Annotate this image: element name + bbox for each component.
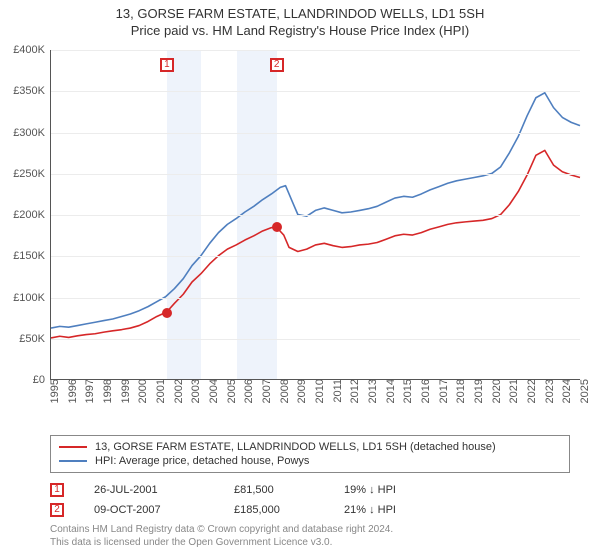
- sales-table: 1 26-JUL-2001 £81,500 19% ↓ HPI 2 09-OCT-2007…: [50, 480, 570, 520]
- x-tick-label: 2005: [224, 379, 238, 403]
- gridline: [51, 133, 580, 134]
- chart-subtitle: Price paid vs. HM Land Registry's House …: [0, 23, 600, 38]
- footer: Contains HM Land Registry data © Crown c…: [50, 524, 570, 549]
- x-tick-label: 2007: [259, 379, 273, 403]
- x-tick-label: 2012: [347, 379, 361, 403]
- y-tick-label: £400K: [13, 44, 51, 56]
- x-tick-label: 2011: [330, 379, 344, 403]
- gridline: [51, 298, 580, 299]
- sale-point: [162, 308, 172, 318]
- chart-title-address: 13, GORSE FARM ESTATE, LLANDRINDOD WELLS…: [0, 6, 600, 21]
- legend: 13, GORSE FARM ESTATE, LLANDRINDOD WELLS…: [50, 435, 570, 473]
- y-tick-label: £300K: [13, 127, 51, 139]
- x-tick-label: 2013: [365, 379, 379, 403]
- chart: £0£50K£100K£150K£200K£250K£300K£350K£400…: [0, 44, 600, 424]
- footer-line2: This data is licensed under the Open Gov…: [50, 537, 570, 550]
- legend-label: 13, GORSE FARM ESTATE, LLANDRINDOD WELLS…: [95, 441, 496, 453]
- plot-area: £0£50K£100K£150K£200K£250K£300K£350K£400…: [50, 50, 580, 380]
- series-line: [51, 150, 580, 338]
- x-tick-label: 1996: [65, 379, 79, 403]
- sale-row: 2 09-OCT-2007 £185,000 21% ↓ HPI: [50, 500, 570, 520]
- legend-swatch: [59, 446, 87, 448]
- sale-marker: 2: [270, 58, 284, 72]
- x-tick-label: 2022: [524, 379, 538, 403]
- sale-price: £81,500: [234, 484, 314, 496]
- x-tick-label: 2016: [418, 379, 432, 403]
- x-tick-label: 2020: [489, 379, 503, 403]
- x-tick-label: 1998: [100, 379, 114, 403]
- x-tick-label: 2025: [577, 379, 591, 403]
- gridline: [51, 91, 580, 92]
- legend-label: HPI: Average price, detached house, Powy…: [95, 455, 309, 467]
- sale-point: [272, 222, 282, 232]
- x-tick-label: 2001: [153, 379, 167, 403]
- x-tick-label: 2008: [277, 379, 291, 403]
- legend-swatch: [59, 460, 87, 462]
- sale-marker: 1: [160, 58, 174, 72]
- x-tick-label: 1999: [118, 379, 132, 403]
- sale-price: £185,000: [234, 504, 314, 516]
- x-tick-label: 2003: [188, 379, 202, 403]
- x-tick-label: 1995: [47, 379, 61, 403]
- sale-badge: 2: [50, 503, 64, 517]
- y-tick-label: £150K: [13, 250, 51, 262]
- legend-item: 13, GORSE FARM ESTATE, LLANDRINDOD WELLS…: [59, 440, 561, 454]
- sale-date: 26-JUL-2001: [94, 484, 204, 496]
- gridline: [51, 215, 580, 216]
- series-line: [51, 93, 580, 328]
- gridline: [51, 50, 580, 51]
- x-tick-label: 2015: [400, 379, 414, 403]
- sale-delta: 19% ↓ HPI: [344, 484, 444, 496]
- sale-row: 1 26-JUL-2001 £81,500 19% ↓ HPI: [50, 480, 570, 500]
- x-tick-label: 2023: [542, 379, 556, 403]
- y-tick-label: £350K: [13, 85, 51, 97]
- x-tick-label: 2000: [135, 379, 149, 403]
- sale-badge: 1: [50, 483, 64, 497]
- legend-item: HPI: Average price, detached house, Powy…: [59, 454, 561, 468]
- y-tick-label: £50K: [19, 333, 51, 345]
- x-tick-label: 1997: [82, 379, 96, 403]
- x-tick-label: 2002: [171, 379, 185, 403]
- sale-delta: 21% ↓ HPI: [344, 504, 444, 516]
- y-tick-label: £250K: [13, 168, 51, 180]
- x-tick-label: 2018: [453, 379, 467, 403]
- x-tick-label: 2010: [312, 379, 326, 403]
- x-tick-label: 2021: [506, 379, 520, 403]
- x-tick-label: 2009: [294, 379, 308, 403]
- y-tick-label: £100K: [13, 292, 51, 304]
- gridline: [51, 339, 580, 340]
- x-tick-label: 2004: [206, 379, 220, 403]
- gridline: [51, 256, 580, 257]
- x-tick-label: 2014: [383, 379, 397, 403]
- x-tick-label: 2024: [559, 379, 573, 403]
- footer-line1: Contains HM Land Registry data © Crown c…: [50, 524, 570, 537]
- chart-titles: 13, GORSE FARM ESTATE, LLANDRINDOD WELLS…: [0, 0, 600, 38]
- x-tick-label: 2017: [436, 379, 450, 403]
- y-tick-label: £200K: [13, 209, 51, 221]
- sale-date: 09-OCT-2007: [94, 504, 204, 516]
- gridline: [51, 174, 580, 175]
- x-tick-label: 2019: [471, 379, 485, 403]
- x-tick-label: 2006: [241, 379, 255, 403]
